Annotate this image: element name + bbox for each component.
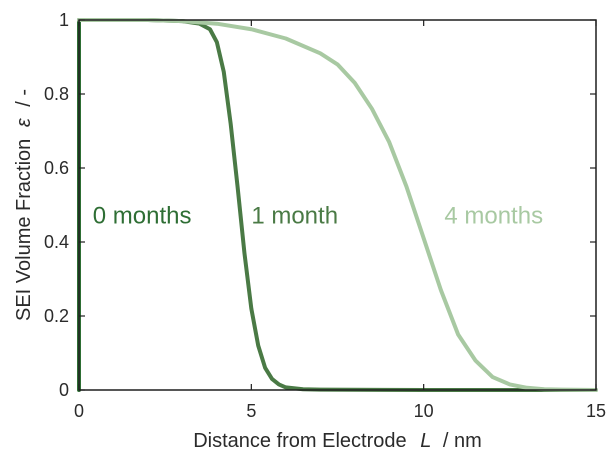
y-axis-label-symbol: ε [13, 117, 35, 127]
y-tick-label-5: 1 [59, 10, 69, 30]
series-label-0: 0 months [93, 203, 192, 230]
series-label-2: 4 months [444, 203, 543, 230]
x-axis-label: Distance from Electrode L / nm [193, 430, 482, 452]
series-line-2 [77, 18, 598, 392]
y-axis-label: SEI Volume Fraction ε / - [13, 89, 35, 321]
y-tick-label-4: 0.8 [44, 84, 69, 104]
tick-layer: 0 5 10 15 0 0.2 0.4 0.6 0.8 1 [44, 10, 606, 421]
plot-frame [78, 19, 597, 391]
y-tick-label-1: 0.2 [44, 306, 69, 326]
y-tick-label-0: 0 [59, 380, 69, 400]
x-axis-label-suffix: / nm [443, 430, 482, 452]
y-axis-label-prefix: SEI Volume Fraction [13, 139, 35, 321]
x-tick-label-0: 0 [74, 401, 84, 421]
y-tick-label-3: 0.6 [44, 158, 69, 178]
series-label-1: 1 month [251, 203, 338, 230]
x-tick-label-3: 15 [586, 401, 606, 421]
x-axis-label-prefix: Distance from Electrode [193, 430, 406, 452]
y-tick-label-2: 0.4 [44, 232, 69, 252]
x-tick-label-2: 10 [414, 401, 434, 421]
x-tick-label-1: 5 [246, 401, 256, 421]
x-axis-label-symbol: L [420, 430, 431, 452]
label-layer: 0 months 1 month 4 months [93, 203, 543, 230]
y-axis-label-suffix: / - [13, 89, 35, 107]
